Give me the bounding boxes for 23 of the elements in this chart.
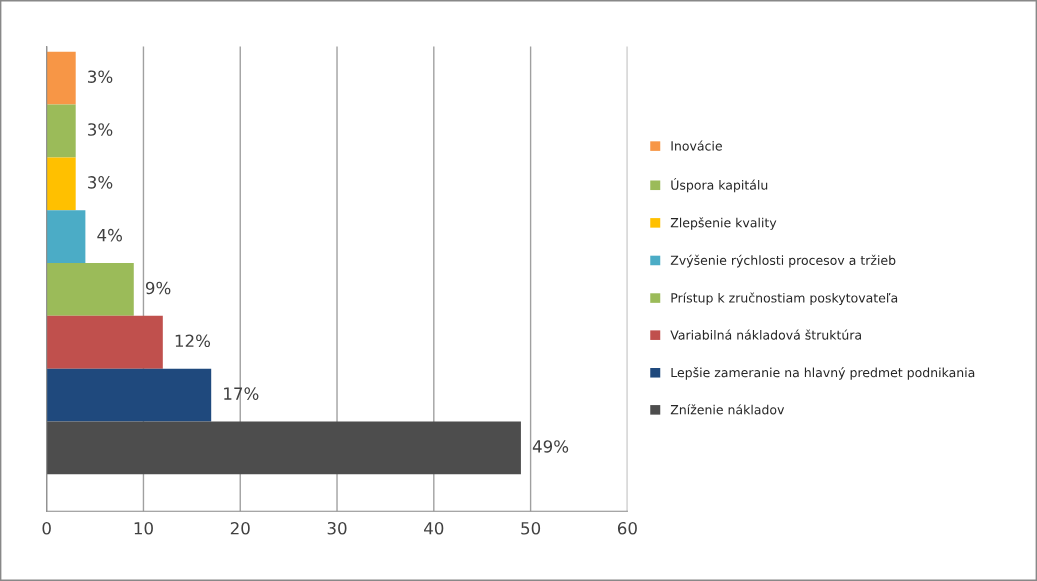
x-tick-label: 20: [230, 521, 250, 535]
x-tick-label: 60: [617, 521, 637, 535]
x-tick-label: 50: [521, 521, 541, 535]
data-label: 17%: [224, 387, 259, 400]
x-tick-label: 30: [327, 521, 347, 535]
data-label: 3%: [88, 123, 113, 136]
data-label: 9%: [145, 281, 171, 295]
x-tick-label: 10: [134, 521, 153, 535]
legend-label: Lepšie zameranie na hlavný predmet podnikania: [671, 367, 975, 380]
legend-label: Variabilná nákladová štruktúra: [670, 329, 861, 340]
data-label: 3%: [88, 176, 113, 189]
legend-label: Úspora kapitálu: [671, 178, 768, 193]
x-tick-label: 40: [424, 521, 444, 535]
data-label: 3%: [88, 70, 113, 84]
legend-label: Zlepšenie kvality: [670, 217, 777, 230]
legend-label: Zvýšenie rýchlosti procesov a tržieb: [670, 254, 896, 268]
data-label: 4%: [97, 228, 123, 242]
legend-label: Zníženie nákladov: [670, 404, 785, 415]
x-tick-label: 0: [42, 521, 51, 535]
data-label: 12%: [175, 334, 211, 348]
legend-label: Inovácie: [671, 140, 722, 151]
legend-label: Prístup k zručnostiam poskytovateľa: [671, 292, 898, 306]
data-label: 49%: [532, 440, 569, 453]
